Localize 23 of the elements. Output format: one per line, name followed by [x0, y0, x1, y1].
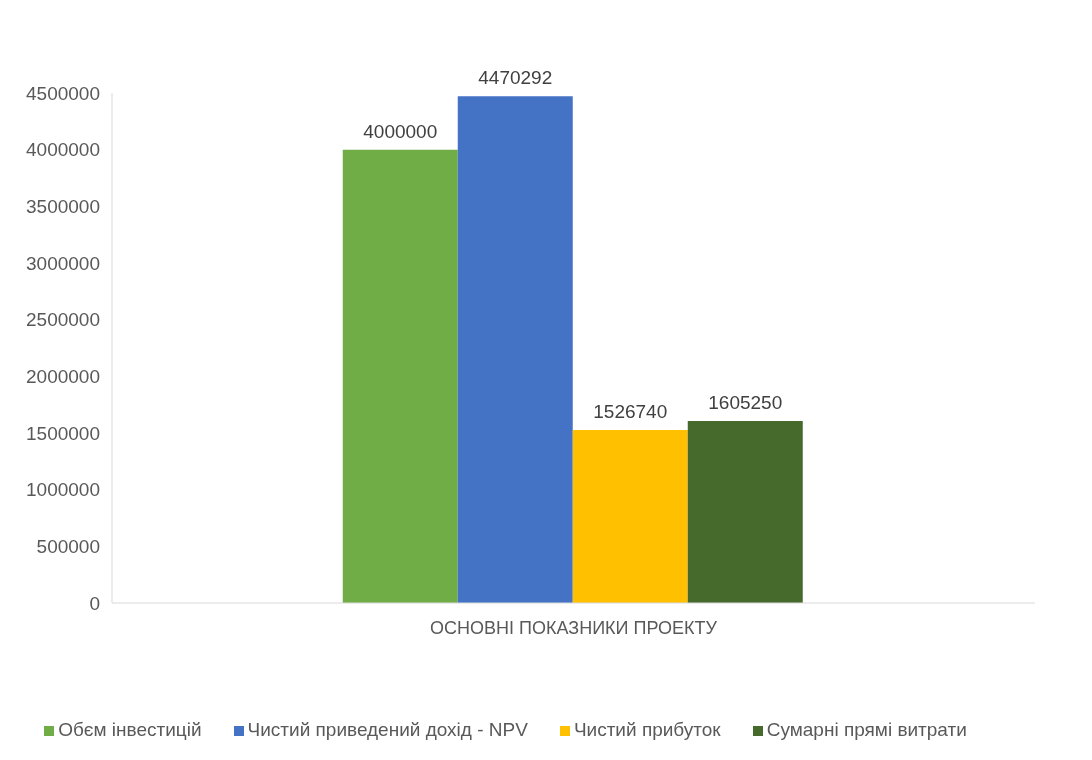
y-tick-label: 2500000	[26, 309, 100, 331]
bar	[457, 96, 573, 603]
data-label: 4000000	[363, 120, 438, 142]
data-label: 1526740	[593, 400, 668, 422]
y-tick-label: 4000000	[26, 139, 100, 161]
y-tick-label: 4500000	[26, 82, 100, 104]
bar	[342, 149, 458, 603]
y-tick-label: 0	[89, 592, 100, 614]
data-label: 4470292	[478, 67, 553, 89]
y-tick-label: 3500000	[26, 196, 100, 218]
data-label: 1605250	[708, 392, 783, 414]
legend-label: Чистий приведений дохід - NPV	[247, 719, 528, 740]
x-tick-label: ОСНОВНІ ПОКАЗНИКИ ПРОЕКТУ	[430, 617, 718, 638]
legend-label: Обєм інвестицій	[58, 719, 202, 740]
y-tick-label: 500000	[36, 536, 100, 558]
legend-label: Сумарні прямі витрати	[766, 719, 967, 740]
y-tick-label: 2000000	[26, 366, 100, 388]
bar	[687, 421, 803, 603]
y-tick-label: 1500000	[26, 422, 100, 444]
bar	[572, 429, 688, 603]
y-tick-label: 3000000	[26, 252, 100, 274]
y-tick-label: 1000000	[26, 479, 100, 501]
legend-label: Чистий прибуток	[573, 719, 721, 740]
